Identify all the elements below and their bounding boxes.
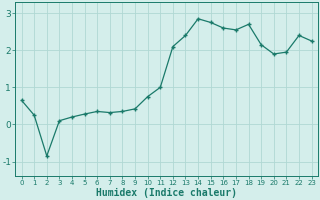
X-axis label: Humidex (Indice chaleur): Humidex (Indice chaleur) bbox=[96, 188, 237, 198]
